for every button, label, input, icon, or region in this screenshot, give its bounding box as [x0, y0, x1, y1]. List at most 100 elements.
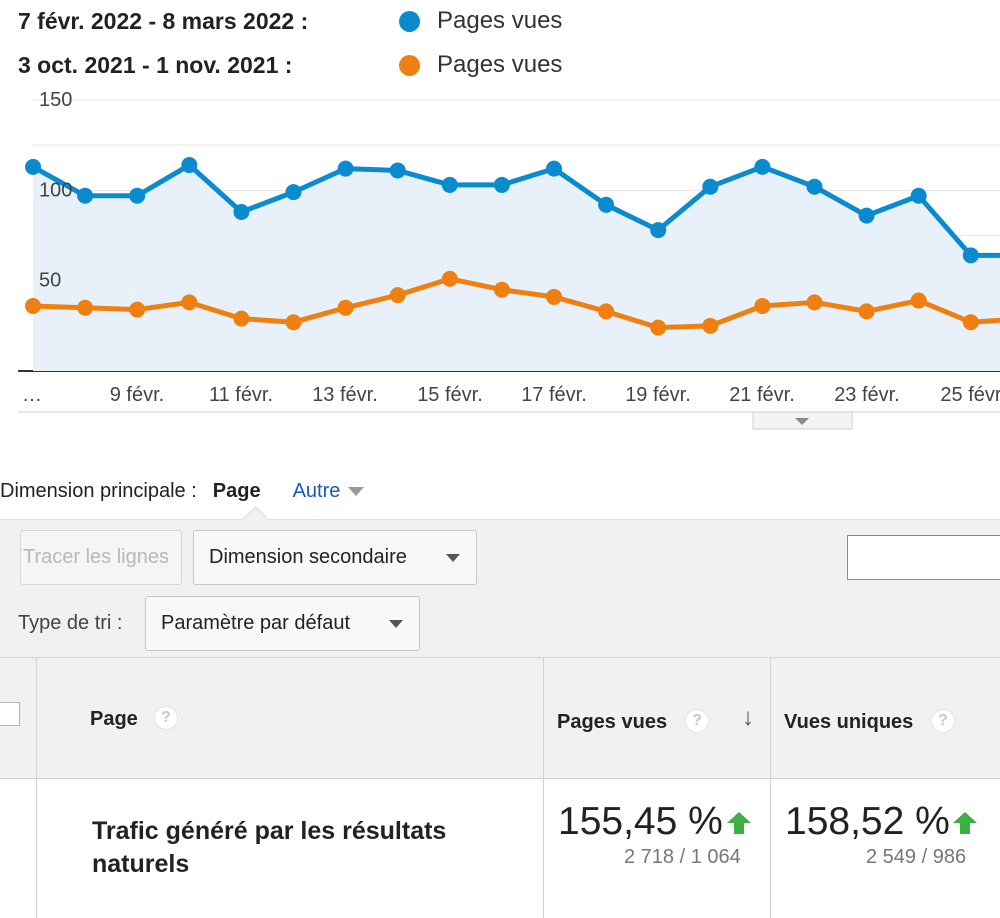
data-point-0-3 — [181, 157, 198, 174]
x-tick-label: … — [22, 384, 42, 406]
chart-lines — [31, 162, 1000, 331]
column-header-pageviews[interactable]: Pages vues — [557, 711, 668, 733]
x-tick-label: 11 févr. — [209, 384, 273, 406]
data-point-1-0 — [25, 297, 41, 314]
chevron-down-icon — [446, 553, 460, 562]
data-point-1-12 — [650, 319, 667, 336]
data-point-1-1 — [77, 299, 94, 316]
unique-views-detail: 2 549 / 986 — [866, 846, 967, 868]
data-point-0-0 — [25, 158, 41, 175]
pageviews-detail: 2 718 / 1 064 — [624, 846, 741, 868]
y-tick-label: 100 — [39, 179, 72, 201]
primary-dimension-row: Dimension principale : Page Autre — [0, 476, 365, 506]
data-point-1-3 — [181, 294, 198, 311]
data-point-1-16 — [858, 303, 875, 320]
x-tick-label: 23 févr. — [834, 384, 900, 406]
trend-up-icon — [953, 812, 977, 834]
help-icon[interactable]: ? — [685, 709, 709, 733]
column-divider — [36, 657, 37, 918]
data-point-0-15 — [806, 178, 823, 195]
column-header-page[interactable]: Page — [90, 708, 138, 730]
x-tick-label: 13 févr. — [312, 384, 378, 406]
plot-rows-button[interactable]: Tracer les lignes — [20, 530, 182, 585]
dimension-other-label[interactable]: Autre — [292, 479, 341, 502]
chart-expand-handle[interactable] — [752, 411, 853, 430]
data-point-0-9 — [493, 176, 510, 193]
pageviews-change-percent: 155,45 % — [558, 800, 723, 843]
data-point-1-15 — [806, 294, 823, 311]
data-point-1-13 — [702, 317, 719, 334]
data-point-1-7 — [389, 287, 406, 304]
chevron-down-icon[interactable] — [795, 418, 809, 425]
legend-current-label: Pages vues — [437, 7, 563, 34]
chevron-down-icon — [389, 619, 403, 628]
data-point-1-14 — [754, 297, 771, 314]
column-divider — [543, 657, 544, 918]
primary-dimension-label: Dimension principale : — [0, 479, 197, 502]
data-point-0-2 — [129, 187, 146, 204]
select-all-checkbox[interactable] — [0, 702, 20, 726]
data-point-0-1 — [77, 187, 94, 204]
data-point-1-4 — [233, 310, 250, 327]
sort-type-label: Type de tri : — [18, 612, 123, 634]
help-icon[interactable]: ? — [154, 706, 178, 730]
legend-previous-range: 3 oct. 2021 - 1 nov. 2021 : — [18, 51, 293, 78]
legend-previous-label: Pages vues — [437, 51, 563, 78]
y-tick-label: 150 — [39, 92, 72, 111]
data-point-1-2 — [129, 301, 146, 318]
data-point-0-4 — [233, 204, 250, 221]
data-point-1-9 — [493, 281, 510, 298]
data-point-1-17 — [910, 292, 927, 309]
series-line-1 — [32, 276, 1000, 331]
sort-descending-icon[interactable]: ↓ — [742, 704, 754, 731]
data-point-1-6 — [337, 299, 354, 316]
chart-x-ticks: … 9 févr. 11 févr. 13 févr. 15 févr. 17 févr.… — [22, 384, 1000, 406]
legend-current-dot — [399, 10, 420, 32]
data-point-0-6 — [337, 160, 354, 177]
search-input[interactable] — [847, 535, 1000, 580]
legend-current-range: 7 févr. 2022 - 8 mars 2022 : — [18, 7, 309, 34]
data-point-1-18 — [962, 314, 979, 331]
help-icon[interactable]: ? — [931, 709, 955, 733]
legend-previous: 3 oct. 2021 - 1 nov. 2021 : Pages vues — [18, 50, 562, 80]
data-point-1-5 — [285, 314, 302, 331]
summary-row-title: Trafic généré par les résultats naturels — [92, 817, 447, 878]
x-tick-label: 21 févr. — [729, 384, 795, 406]
data-point-0-18 — [962, 247, 979, 264]
unique-views-change-percent: 158,52 % — [785, 800, 950, 843]
chart-y-ticks: 150 100 50 — [39, 92, 72, 292]
x-tick-label: 15 févr. — [417, 384, 483, 406]
dimension-page-tab[interactable]: Page — [212, 479, 261, 502]
data-point-0-14 — [754, 158, 771, 175]
data-point-0-10 — [546, 160, 562, 177]
trend-up-icon — [727, 812, 751, 834]
chart-points — [25, 157, 979, 336]
data-point-0-16 — [858, 207, 875, 224]
x-tick-label: 19 févr. — [625, 384, 691, 406]
data-point-0-7 — [389, 162, 406, 179]
dimension-other-link[interactable]: Autre — [293, 480, 365, 503]
data-point-1-10 — [546, 288, 562, 305]
sort-type-dropdown[interactable]: Paramètre par défaut — [145, 596, 420, 651]
column-header-unique-views[interactable]: Vues uniques — [784, 711, 914, 733]
legend-current: 7 févr. 2022 - 8 mars 2022 : Pages vues — [18, 6, 562, 36]
data-point-0-5 — [285, 184, 302, 201]
secondary-dimension-dropdown[interactable]: Dimension secondaire — [193, 530, 477, 585]
legend-previous-dot — [399, 54, 420, 76]
sort-type-value: Paramètre par défaut — [161, 612, 350, 634]
x-tick-label: 9 févr. — [110, 384, 164, 406]
x-tick-label: 17 févr. — [521, 384, 587, 406]
data-point-0-12 — [650, 222, 667, 239]
data-point-1-11 — [598, 303, 615, 320]
data-point-0-8 — [441, 176, 458, 193]
series-line-0 — [31, 162, 1000, 258]
data-point-0-11 — [598, 196, 615, 213]
column-divider — [770, 657, 771, 918]
data-point-0-13 — [702, 178, 719, 195]
chevron-down-icon[interactable] — [348, 486, 365, 496]
plot-rows-label: Tracer les lignes — [23, 546, 169, 568]
data-point-1-8 — [441, 270, 458, 287]
data-point-0-17 — [910, 187, 927, 204]
pageviews-line-chart: 150 100 50 … 9 févr. 11 févr. 13 févr. 15 févr… — [18, 92, 1000, 430]
y-tick-label: 50 — [39, 270, 61, 292]
